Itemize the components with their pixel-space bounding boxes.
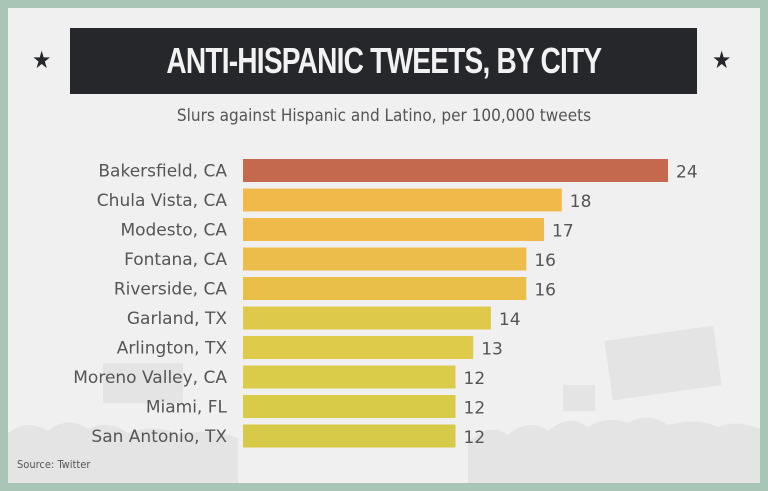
value-label: 12 — [464, 399, 486, 419]
category-label: Riverside, CA — [114, 280, 228, 300]
bar — [243, 247, 527, 271]
value-label: 16 — [534, 251, 556, 271]
bar — [243, 159, 668, 182]
bar — [243, 336, 474, 359]
value-label: 13 — [481, 340, 503, 360]
category-label: Modesto, CA — [120, 221, 227, 241]
bar — [243, 424, 456, 448]
category-label: Miami, FL — [146, 398, 228, 418]
category-label: Moreno Valley, CA — [73, 368, 227, 388]
value-label: 24 — [676, 163, 698, 183]
category-label: Chula Vista, CA — [97, 191, 228, 211]
value-label: 18 — [570, 192, 592, 212]
bar-chart: Bakersfield, CA 24 Chula Vista, CA 18 Modest… — [73, 159, 698, 448]
value-label: 12 — [464, 369, 486, 389]
star-icon: ★ — [32, 46, 52, 74]
bar — [243, 188, 562, 212]
bar — [243, 277, 527, 300]
crowd-silhouette-background — [8, 325, 760, 483]
bar — [243, 365, 456, 389]
category-label: Arlington, TX — [117, 339, 228, 359]
chart-subtitle: Slurs against Hispanic and Latino, per 1… — [176, 106, 592, 126]
value-label: 16 — [534, 281, 556, 301]
infographic-panel: ★ ★ ANTI-HISPANIC TWEETS, BY CITY Slurs … — [8, 8, 760, 483]
star-icon: ★ — [712, 46, 732, 74]
value-label: 17 — [552, 222, 574, 242]
category-label: San Antonio, TX — [91, 427, 227, 447]
value-label: 12 — [464, 428, 486, 448]
category-label: Garland, TX — [127, 309, 227, 329]
source-note: Source: Twitter — [17, 458, 91, 471]
category-label: Fontana, CA — [124, 250, 227, 270]
bar — [243, 218, 545, 241]
title-banner: ANTI-HISPANIC TWEETS, BY CITY — [70, 28, 697, 94]
bar — [243, 306, 491, 330]
value-label: 14 — [499, 310, 521, 330]
bar — [243, 395, 456, 418]
category-label: Bakersfield, CA — [98, 162, 227, 182]
chart-title: ANTI-HISPANIC TWEETS, BY CITY — [166, 40, 602, 81]
